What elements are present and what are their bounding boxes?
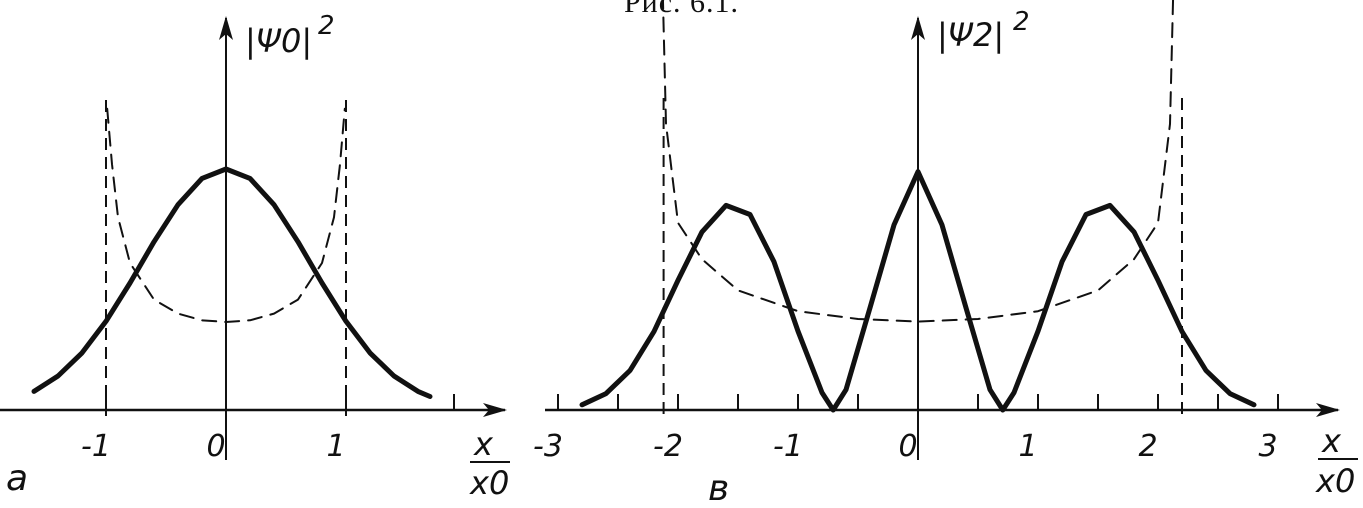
x-tick-label: 2: [1138, 429, 1157, 464]
y-axis-label: |Ψ0|: [245, 22, 312, 60]
x-tick-label: -1: [81, 429, 111, 464]
chart-panel-v: -3 -2 -1 0 1 2 3 |Ψ2| 2 x x0 в: [533, 0, 1358, 508]
x-tick-label: 0: [898, 429, 917, 464]
x-tick-labels: -3 -2 -1 0 1 2 3: [533, 429, 1278, 464]
figure-caption: Рис. 6.1.: [623, 0, 740, 19]
classical-probability-dashed-curve: [661, 0, 1175, 323]
chart-panel-a: -1 0 1 |Ψ0| 2 x x0 a: [0, 11, 510, 502]
x-tick-label: 1: [1018, 429, 1037, 464]
y-axis-label-exponent: 2: [318, 11, 335, 41]
x-axis-label-numerator: x: [473, 425, 494, 463]
x-tick-label: 1: [326, 429, 345, 464]
y-axis-label: |Ψ2|: [937, 16, 1004, 54]
x-tick-label: 3: [1258, 429, 1277, 464]
x-axis-label-denominator: x0: [1315, 462, 1355, 500]
x-tick-label: -2: [653, 429, 683, 464]
x-axis-label-denominator: x0: [469, 464, 509, 502]
panel-label-v: в: [708, 468, 729, 508]
dashed-guide-lines: [662, 98, 1183, 416]
x-tick-label: -1: [773, 429, 803, 464]
probability-density-curve: [31, 166, 433, 399]
curves: [31, 107, 433, 399]
dashed-guide-lines: [105, 100, 347, 416]
x-tick-label: -3: [533, 429, 563, 464]
x-axis-label-numerator: x: [1321, 422, 1342, 460]
x-tick-labels: -1 0 1: [81, 429, 346, 464]
panel-label-a: a: [6, 458, 28, 499]
x-tick-label: 0: [206, 429, 225, 464]
x-ticks: [557, 394, 1279, 410]
x-ticks: [105, 394, 455, 410]
y-axis-label-exponent: 2: [1013, 7, 1030, 37]
